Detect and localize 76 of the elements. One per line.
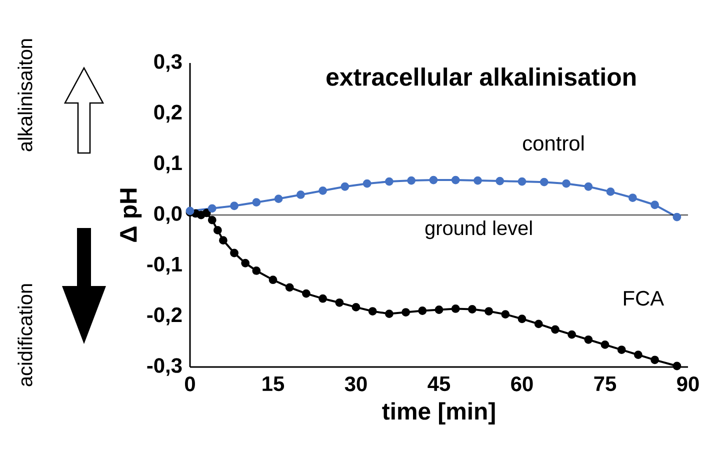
point: [451, 176, 460, 184]
text: acidification: [18, 284, 32, 386]
point: [562, 179, 570, 188]
x-tick-label: 90: [677, 376, 699, 392]
point: [252, 198, 261, 207]
y-tick-label: 0,2: [154, 104, 182, 123]
ref-line-label: ground level: [425, 220, 532, 240]
point: [302, 289, 310, 298]
point: [385, 177, 394, 186]
x-tick-label: 60: [511, 376, 533, 392]
y-tick-label: 0,3: [154, 54, 182, 72]
point: [318, 294, 327, 303]
point: [274, 194, 283, 203]
point: [484, 307, 494, 316]
point: [518, 314, 526, 324]
point: [362, 179, 372, 188]
point: [468, 305, 476, 314]
x-axis-title: time [min]: [382, 402, 495, 424]
point: [634, 350, 642, 360]
y-tick-label: -0,3: [147, 358, 182, 376]
point: [617, 346, 626, 354]
y-tick-label: 0,0: [154, 206, 182, 224]
point: [534, 320, 543, 328]
point: [202, 208, 211, 218]
x-tick-label: 15: [262, 376, 284, 392]
point: [628, 194, 637, 202]
point: [584, 335, 593, 344]
point: [285, 283, 294, 292]
point: [368, 307, 377, 316]
point: [335, 298, 344, 307]
point: [518, 177, 526, 186]
point: [268, 276, 278, 284]
point: [208, 204, 216, 213]
point: [402, 308, 410, 316]
y-axis-title: Δ pH: [120, 188, 142, 242]
point: [434, 306, 444, 314]
point: [230, 202, 238, 210]
y-tick-label: -0,1: [147, 256, 182, 275]
y-tick-label: -0,2: [147, 307, 182, 326]
point: [568, 330, 576, 339]
point: [584, 182, 593, 191]
point: [650, 356, 660, 364]
point: [418, 306, 427, 315]
point: [385, 310, 394, 318]
point: [407, 176, 416, 185]
chart-title: extracellular alkalinisation: [326, 68, 636, 86]
y-tick-label: 0,1: [154, 155, 182, 174]
point: [241, 258, 250, 268]
point: [474, 176, 482, 185]
point: [496, 176, 504, 186]
point: [230, 248, 238, 258]
point: [340, 182, 350, 191]
x-tick-label: 75: [594, 376, 616, 392]
point: [252, 266, 261, 275]
x-tick-label: 45: [428, 376, 450, 392]
point: [551, 325, 560, 334]
point: [318, 186, 327, 195]
point: [429, 176, 438, 184]
point: [540, 178, 548, 186]
series-label: FCA: [624, 290, 664, 306]
point: [650, 200, 660, 210]
point: [606, 187, 615, 196]
point: [672, 362, 682, 370]
point: [208, 216, 216, 224]
point: [451, 304, 460, 313]
x-tick-label: 0: [185, 376, 195, 392]
text: alkalinisaiton: [18, 39, 32, 152]
x-tick-label: 30: [344, 376, 367, 392]
point: [672, 212, 682, 222]
series-label: control: [523, 135, 584, 151]
point: [600, 340, 610, 349]
point: [352, 303, 360, 312]
point: [219, 236, 228, 245]
point: [296, 190, 305, 199]
point: [501, 310, 510, 319]
point: [213, 226, 222, 234]
